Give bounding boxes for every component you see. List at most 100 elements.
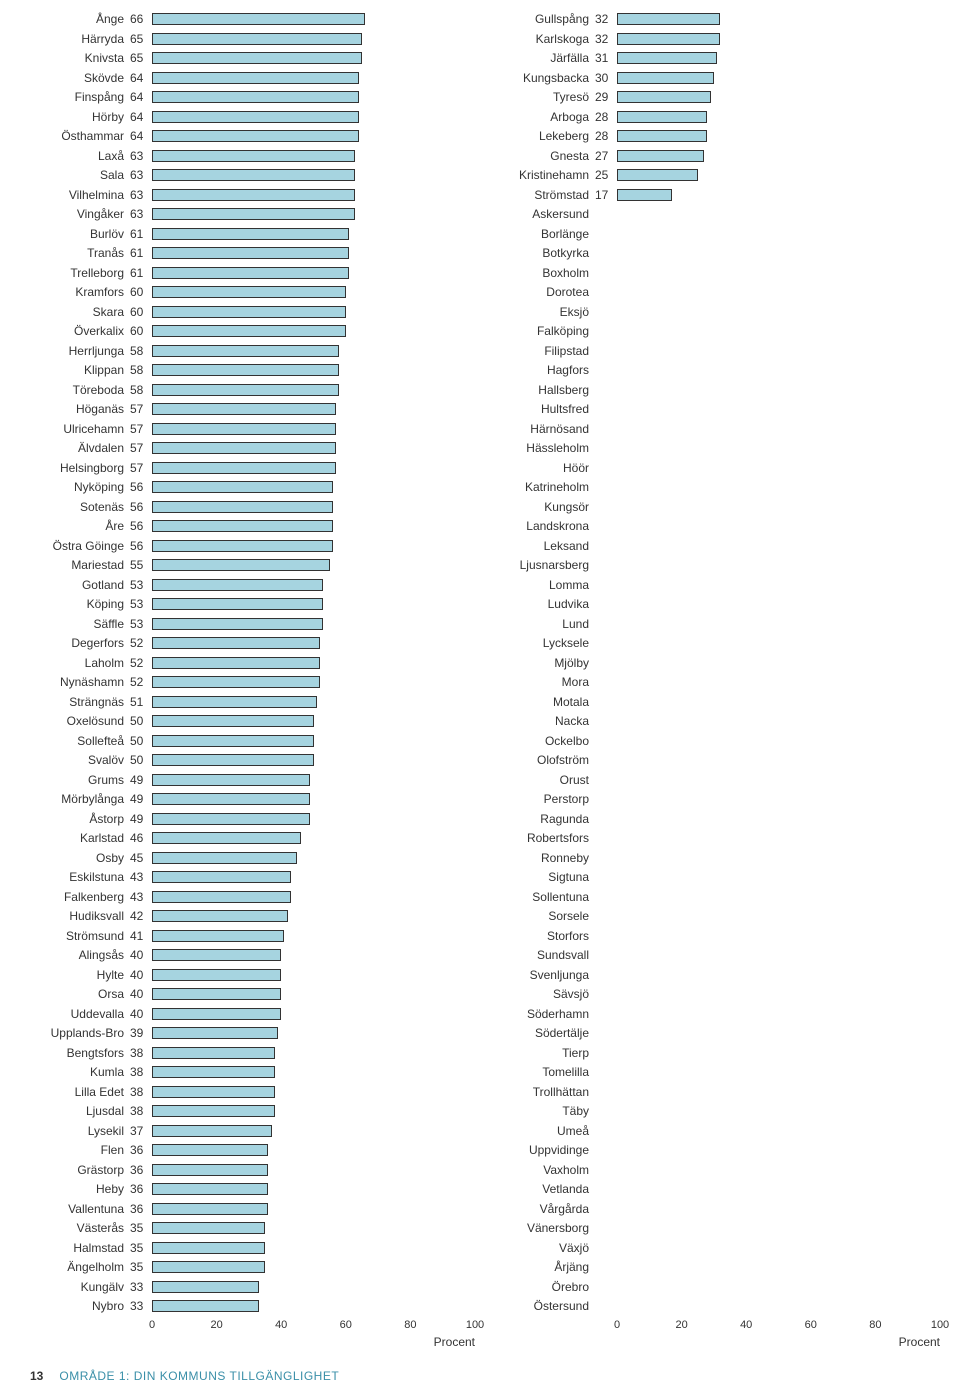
municipality-label: Laxå (20, 149, 130, 163)
data-row: Osby45 (20, 849, 475, 867)
bar (152, 1086, 275, 1098)
value-label: 56 (130, 519, 152, 533)
municipality-label: Örebro (485, 1280, 595, 1294)
municipality-label: Boxholm (485, 266, 595, 280)
bar-area (617, 1242, 940, 1254)
data-row: Karlstad46 (20, 829, 475, 847)
bar (152, 1203, 268, 1215)
municipality-label: Härryda (20, 32, 130, 46)
municipality-label: Sorsele (485, 909, 595, 923)
municipality-label: Oxelösund (20, 714, 130, 728)
bar (617, 130, 707, 142)
municipality-label: Eskilstuna (20, 870, 130, 884)
value-label: 61 (130, 246, 152, 260)
municipality-label: Västerås (20, 1221, 130, 1235)
bar (617, 72, 714, 84)
bar-area (617, 871, 940, 883)
data-row: Svalöv50 (20, 751, 475, 769)
bar-area (152, 676, 475, 688)
bar (152, 306, 346, 318)
municipality-label: Kungsör (485, 500, 595, 514)
value-label: 27 (595, 149, 617, 163)
municipality-label: Karlskoga (485, 32, 595, 46)
municipality-label: Knivsta (20, 51, 130, 65)
municipality-label: Nyköping (20, 480, 130, 494)
value-label: 65 (130, 51, 152, 65)
data-row: Hässleholm (485, 439, 940, 457)
chart-container: Ånge66Härryda65Knivsta65Skövde64Finspång… (0, 0, 960, 1349)
value-label: 55 (130, 558, 152, 572)
bar (152, 501, 333, 513)
data-row: Kungsör (485, 498, 940, 516)
value-label: 61 (130, 227, 152, 241)
bar-area (617, 910, 940, 922)
bar-area (617, 1008, 940, 1020)
bar (152, 33, 362, 45)
municipality-label: Nynäshamn (20, 675, 130, 689)
data-row: Uppvidinge (485, 1141, 940, 1159)
bar-area (152, 462, 475, 474)
value-label: 52 (130, 656, 152, 670)
bar-area (152, 1027, 475, 1039)
bar (617, 33, 720, 45)
value-label: 60 (130, 285, 152, 299)
bar (152, 1066, 275, 1078)
value-label: 40 (130, 1007, 152, 1021)
municipality-label: Mjölby (485, 656, 595, 670)
bar (152, 520, 333, 532)
data-row: Köping53 (20, 595, 475, 613)
x-tick: 0 (614, 1319, 620, 1331)
value-label: 49 (130, 792, 152, 806)
municipality-label: Vallentuna (20, 1202, 130, 1216)
bar-area (152, 91, 475, 103)
bar-area (617, 345, 940, 357)
municipality-label: Vingåker (20, 207, 130, 221)
bar (152, 891, 291, 903)
municipality-label: Sävsjö (485, 987, 595, 1001)
municipality-label: Bengtsfors (20, 1046, 130, 1060)
x-tick: 40 (740, 1319, 752, 1331)
bar-area (152, 1300, 475, 1312)
value-label: 31 (595, 51, 617, 65)
footer-title: OMRÅDE 1: DIN KOMMUNS TILLGÄNGLIGHET (59, 1369, 339, 1383)
bar (152, 1222, 265, 1234)
data-row: Ängelholm35 (20, 1258, 475, 1276)
bar-area (617, 1105, 940, 1117)
municipality-label: Sotenäs (20, 500, 130, 514)
value-label: 43 (130, 890, 152, 904)
value-label: 37 (130, 1124, 152, 1138)
bar (152, 930, 284, 942)
municipality-label: Ljusnarsberg (485, 558, 595, 572)
bar-area (617, 1222, 940, 1234)
municipality-label: Östra Göinge (20, 539, 130, 553)
data-row: Töreboda58 (20, 381, 475, 399)
bar-area (152, 813, 475, 825)
data-row: Östra Göinge56 (20, 537, 475, 555)
page-number: 13 (30, 1369, 43, 1383)
bar-area (152, 150, 475, 162)
value-label: 57 (130, 441, 152, 455)
data-row: Sotenäs56 (20, 498, 475, 516)
data-row: Arboga28 (485, 108, 940, 126)
value-label: 45 (130, 851, 152, 865)
bar (152, 774, 310, 786)
municipality-label: Trollhättan (485, 1085, 595, 1099)
municipality-label: Sollentuna (485, 890, 595, 904)
bar-area (152, 345, 475, 357)
bar-area (617, 325, 940, 337)
municipality-label: Arboga (485, 110, 595, 124)
value-label: 66 (130, 12, 152, 26)
value-label: 53 (130, 578, 152, 592)
value-label: 40 (130, 948, 152, 962)
bar-area (617, 403, 940, 415)
data-row: Eskilstuna43 (20, 868, 475, 886)
municipality-label: Klippan (20, 363, 130, 377)
bar-area (617, 384, 940, 396)
data-row: Höganäs57 (20, 400, 475, 418)
value-label: 51 (130, 695, 152, 709)
municipality-label: Tierp (485, 1046, 595, 1060)
bar (152, 949, 281, 961)
bar-area (617, 774, 940, 786)
municipality-label: Perstorp (485, 792, 595, 806)
bar-area (617, 111, 940, 123)
